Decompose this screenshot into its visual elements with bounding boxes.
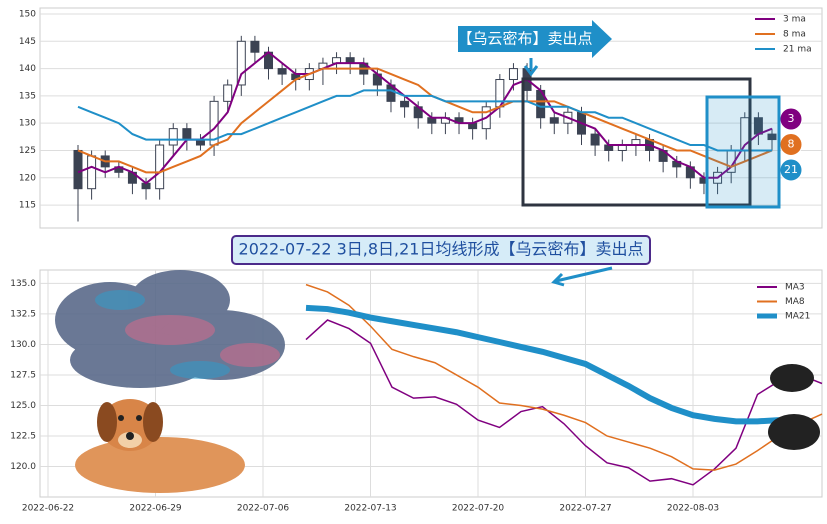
y-tick-label: 125.0: [10, 401, 36, 411]
callout-pointer: [523, 58, 539, 77]
callout-arrow: [458, 20, 612, 58]
candle-body: [155, 144, 165, 190]
end-label: 21: [784, 163, 798, 176]
candle-body: [250, 40, 260, 53]
candle-body: [182, 128, 192, 141]
end-label: 3: [788, 112, 795, 125]
y-tick-label: 135: [19, 91, 36, 101]
focus-box: [521, 77, 752, 207]
legend-label: 3 ma: [783, 15, 806, 25]
y-tick-label: 135.0: [10, 279, 36, 289]
candle-body: [590, 133, 600, 146]
x-tick-label: 2022-07-06: [237, 504, 290, 514]
y-tick-label: 150: [19, 10, 36, 20]
legend-label: MA8: [785, 297, 805, 307]
candle-body: [73, 149, 83, 190]
y-tick-label: 120: [19, 173, 36, 183]
candle-body: [236, 40, 246, 86]
ma-line: [305, 304, 780, 425]
ma-line: [77, 67, 773, 174]
y-tick-label: 130.0: [10, 340, 36, 350]
legend-label: 21 ma: [783, 45, 812, 55]
candle-body: [223, 84, 233, 102]
candle-body: [400, 100, 410, 108]
candle-body: [508, 68, 518, 81]
y-tick-label: 122.5: [10, 431, 36, 441]
y-tick-label: 127.5: [10, 370, 36, 380]
x-tick-label: 2022-08-03: [667, 504, 719, 514]
banner-text: 2022-07-22 3日,8日,21日均线形成【乌云密布】卖出点: [239, 240, 644, 259]
legend-label: MA3: [785, 283, 805, 293]
highlight-box: [705, 95, 781, 209]
ma-line: [305, 319, 823, 486]
y-tick-label: 125: [19, 146, 36, 156]
end-label: 8: [788, 138, 795, 151]
x-tick-label: 2022-07-27: [559, 504, 611, 514]
y-tick-label: 115: [19, 201, 36, 211]
ma-line: [305, 283, 823, 471]
x-tick-label: 2022-06-29: [129, 504, 182, 514]
y-tick-label: 120.0: [10, 462, 36, 472]
decoration: [55, 270, 820, 493]
ma-line: [77, 89, 772, 152]
y-tick-label: 130: [19, 119, 36, 129]
y-tick-label: 145: [19, 37, 36, 47]
banner-pointer: [551, 266, 613, 287]
y-tick-label: 132.5: [10, 309, 36, 319]
legend-label: 8 ma: [783, 30, 806, 40]
x-tick-label: 2022-07-13: [344, 504, 396, 514]
candle-body: [767, 133, 777, 141]
legend-label: MA21: [785, 312, 810, 322]
y-tick-label: 140: [19, 64, 36, 74]
candle-body: [168, 128, 178, 146]
candle-body: [277, 68, 287, 75]
banner-box: [231, 235, 651, 265]
x-tick-label: 2022-07-20: [452, 504, 505, 514]
candle-body: [549, 117, 559, 124]
candle-body: [87, 155, 97, 190]
x-tick-label: 2022-06-22: [22, 504, 74, 514]
annotations: 【乌云密布】卖出点 2022-07-22 3日,8日,21日均线形成【乌云密布】…: [231, 20, 781, 287]
callout-text: 【乌云密布】卖出点: [457, 30, 592, 48]
top-frame: [39, 7, 823, 229]
